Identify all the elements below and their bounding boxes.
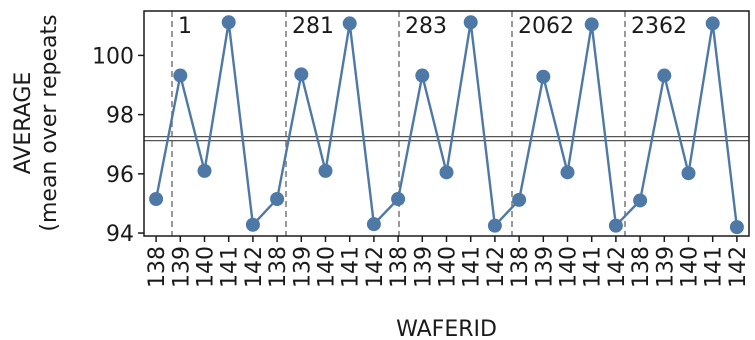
- x-tick-label: 142: [726, 246, 751, 288]
- data-point: [294, 67, 309, 82]
- data-point: [536, 69, 551, 84]
- y-tick-label: 100: [92, 44, 134, 69]
- data-point: [415, 68, 430, 83]
- data-point: [560, 165, 575, 180]
- x-tick-label: 141: [581, 246, 606, 288]
- data-point: [463, 15, 478, 30]
- group-label: 2362: [631, 14, 687, 39]
- x-tick-label: 141: [339, 246, 364, 288]
- y-tick-label: 94: [106, 222, 134, 247]
- data-point: [173, 68, 188, 83]
- x-tick-label: 140: [678, 246, 703, 288]
- data-point: [391, 191, 406, 206]
- data-point: [512, 192, 527, 207]
- x-tick-label: 140: [557, 246, 582, 288]
- data-point: [439, 165, 454, 180]
- x-axis-label: WAFERID: [396, 317, 497, 340]
- plot-frame: [143, 10, 750, 237]
- x-tick-label: 142: [363, 246, 388, 288]
- group-label: 1: [178, 14, 192, 39]
- data-point: [633, 193, 648, 208]
- data-point: [608, 218, 623, 233]
- data-point: [681, 166, 696, 181]
- group-label: 2062: [518, 14, 574, 39]
- x-tick-label: 139: [290, 246, 315, 288]
- data-point: [729, 220, 744, 235]
- x-tick-label: 139: [532, 246, 557, 288]
- x-tick-label: 139: [169, 246, 194, 288]
- y-axis-label-sub: (mean over repeats: [37, 14, 62, 231]
- data-point: [197, 163, 212, 178]
- group-label: 283: [405, 14, 447, 39]
- data-point: [270, 191, 285, 206]
- data-point: [149, 191, 164, 206]
- data-point: [342, 16, 357, 31]
- x-tick-label: 139: [653, 246, 678, 288]
- x-tick-label: 141: [702, 246, 727, 288]
- x-tick-label: 139: [411, 246, 436, 288]
- y-axis-label: AVERAGE: [11, 72, 36, 175]
- series-line: [154, 22, 739, 229]
- x-tick-label: 142: [242, 246, 267, 288]
- data-point: [657, 68, 672, 83]
- x-tick-label: 141: [460, 246, 485, 288]
- x-tick-label: 140: [436, 246, 461, 288]
- y-tick-label: 96: [106, 163, 134, 188]
- data-point: [584, 17, 599, 32]
- x-tick-label: 140: [315, 246, 340, 288]
- data-point: [245, 217, 260, 232]
- group-label: 281: [292, 14, 334, 39]
- y-tick-label: 98: [106, 104, 134, 129]
- x-tick-label: 138: [508, 246, 533, 288]
- x-tick-label: 138: [266, 246, 291, 288]
- x-tick-label: 138: [629, 246, 654, 288]
- data-point: [366, 217, 381, 232]
- x-tick-label: 138: [145, 246, 170, 288]
- x-tick-label: 140: [194, 246, 219, 288]
- x-tick-label: 142: [605, 246, 630, 288]
- x-tick-label: 141: [218, 246, 243, 288]
- x-tick-label: 138: [387, 246, 412, 288]
- data-point: [487, 218, 502, 233]
- x-tick-label: 142: [484, 246, 509, 288]
- data-point: [318, 163, 333, 178]
- data-point: [705, 16, 720, 31]
- data-point: [221, 15, 236, 30]
